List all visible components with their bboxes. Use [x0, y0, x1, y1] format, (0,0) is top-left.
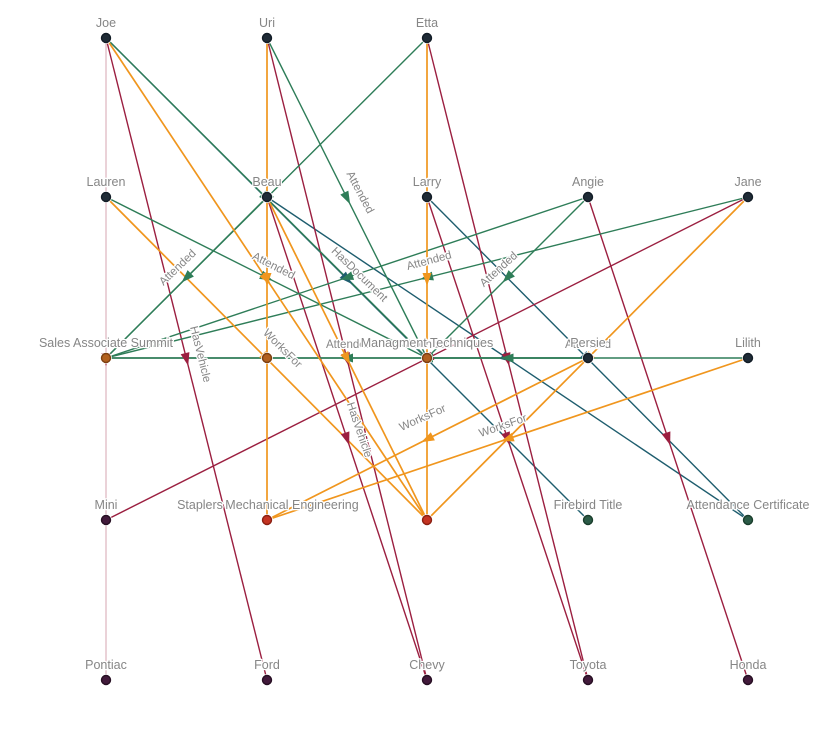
node-Jane[interactable]: [742, 191, 754, 203]
edge-Joe-HasDocument-FirebirdTitle-label: HasDocument: [329, 245, 390, 305]
node-label-Uri: Uri: [259, 16, 275, 30]
edge-Beau-HasVehicle-Chevy-arrowhead-icon: [340, 431, 350, 446]
node-label-SalesAssociateSummit: Sales Associate Summit: [39, 336, 174, 350]
node-Etta[interactable]: [421, 32, 433, 44]
node-Lauren[interactable]: [100, 191, 112, 203]
node-label-Persie: Persie: [570, 336, 605, 350]
edge-Joe-HasVehicle-Ford-arrowhead-icon: [180, 352, 190, 366]
node-label-Staplers: Staplers: [177, 498, 223, 512]
node-EventX[interactable]: [261, 352, 273, 364]
node-Honda[interactable]: [742, 674, 754, 686]
node-Uri[interactable]: [261, 32, 273, 44]
edge-Persie-Attended-ManagmentTechniques-arrowhead-icon: [500, 353, 514, 363]
node-label-ManagmentTechniques: Managment Techniques: [361, 336, 494, 350]
node-Larry[interactable]: [421, 191, 433, 203]
node-label-Pontiac: Pontiac: [85, 658, 127, 672]
edge-Etta-WorksFor-MechanicalEngineering-arrowhead-icon: [422, 273, 432, 286]
edge-Persie-WorksFor-Staplers-arrowhead-icon: [421, 432, 435, 443]
edge-Lilith-WorksFor-Staplers-arrowhead-icon: [500, 432, 515, 442]
node-label-Lauren: Lauren: [87, 175, 126, 189]
node-label-AttendanceCertificate: Attendance Certificate: [687, 498, 810, 512]
node-SalesAssociateSummit[interactable]: [100, 352, 112, 364]
node-Staplers[interactable]: [261, 514, 273, 526]
edge-Beau-WorksFor-MechanicalEngineering-arrowhead-icon: [340, 351, 351, 365]
node-AttendanceCertificate[interactable]: [742, 514, 754, 526]
node-label-Joe: Joe: [96, 16, 116, 30]
node-Angie[interactable]: [582, 191, 594, 203]
node-label-Jane: Jane: [734, 175, 761, 189]
node-label-Mini: Mini: [95, 498, 118, 512]
node-FirebirdTitle[interactable]: [582, 514, 594, 526]
node-Joe[interactable]: [100, 32, 112, 44]
edge-Angie-Attended-ManagmentTechniques-arrowhead-icon: [502, 270, 515, 283]
edge-Lilith-Attended-SalesAssociateSummit-label: Attended: [405, 339, 451, 351]
node-Beau[interactable]: [261, 191, 273, 203]
node-Ford[interactable]: [261, 674, 273, 686]
edge-Jane-Attended-SalesAssociateSummit-label: Attended: [405, 249, 453, 273]
node-label-Lilith: Lilith: [735, 336, 761, 350]
node-MechanicalEngineering[interactable]: [421, 514, 433, 526]
node-label-Honda: Honda: [730, 658, 767, 672]
node-labels-layer: Joe Uri Etta Lauren Beau Larry Angie Jane Sales …: [38, 15, 811, 674]
node-Toyota[interactable]: [582, 674, 594, 686]
node-label-MechanicalEngineering: Mechanical Engineering: [225, 498, 358, 512]
node-Pontiac[interactable]: [100, 674, 112, 686]
node-Mini[interactable]: [100, 514, 112, 526]
node-label-Ford: Ford: [254, 658, 280, 672]
node-label-Larry: Larry: [413, 175, 442, 189]
edge-Uri-Attended-ManagmentTechniques-arrowhead-icon: [340, 190, 351, 205]
node-label-Etta: Etta: [416, 16, 438, 30]
node-ManagmentTechniques[interactable]: [421, 352, 433, 364]
node-label-Beau: Beau: [252, 175, 281, 189]
node-label-Toyota: Toyota: [570, 658, 607, 672]
node-Persie[interactable]: [582, 352, 594, 364]
edge-Persie-Attended-ManagmentTechniques-label: Attended: [565, 339, 611, 351]
node-label-FirebirdTitle: Firebird Title: [554, 498, 623, 512]
edge-Persie-Attended-SalesAssociateSummit-label: Attended: [326, 339, 372, 351]
node-Chevy[interactable]: [421, 674, 433, 686]
node-label-Angie: Angie: [572, 175, 604, 189]
edge-Persie-WorksFor-Staplers-label: WorksFor: [398, 403, 448, 434]
edge-Angie-Attended-SalesAssociateSummit-arrowhead-icon: [340, 271, 355, 280]
edge-Joe-WorksFor-MechanicalEngineering-arrowhead-icon: [259, 271, 271, 285]
nodes-layer: [100, 32, 754, 686]
node-Lilith[interactable]: [742, 352, 754, 364]
edge-Beau-Attended-SalesAssociateSummit-arrowhead-icon: [181, 270, 194, 283]
edge-Angie-HasVehicle-Honda-arrowhead-icon: [661, 431, 671, 446]
node-label-Chevy: Chevy: [409, 658, 445, 672]
